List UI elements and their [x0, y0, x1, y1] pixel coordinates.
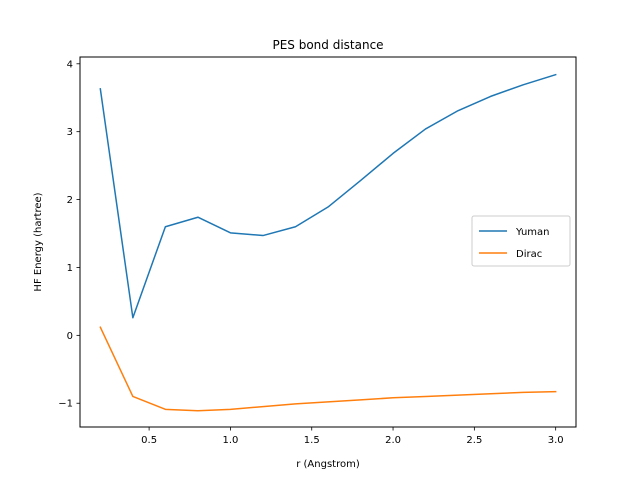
x-axis-label: r (Angstrom): [296, 459, 360, 470]
y-tick-label: 3: [67, 127, 73, 138]
series-layer: [99, 73, 557, 412]
y-tick-label: 4: [67, 59, 73, 70]
y-tick-label: 0: [67, 331, 73, 342]
series-line-dirac: [99, 326, 557, 412]
x-tick-label: 2.0: [385, 435, 401, 446]
legend: Yuman Dirac: [471, 215, 571, 267]
legend-label-dirac: Dirac: [516, 249, 542, 260]
y-tick-label: 1: [67, 263, 73, 274]
y-tick-label: −1: [58, 399, 73, 410]
axes-frame: [79, 56, 577, 428]
y-ticks: −1 0 1 2 3 4: [58, 59, 80, 410]
x-ticks: 0.5 1.0 1.5 2.0 2.5 3.0: [141, 427, 564, 446]
series-line-yuman: [99, 73, 557, 319]
x-tick-label: 1.5: [304, 435, 320, 446]
x-tick-label: 1.0: [222, 435, 238, 446]
y-axis-label: HF Energy (hartree): [33, 192, 44, 291]
x-tick-label: 2.5: [466, 435, 482, 446]
chart-title: PES bond distance: [272, 38, 383, 52]
y-tick-label: 2: [67, 195, 73, 206]
legend-label-yuman: Yuman: [515, 227, 550, 238]
x-tick-label: 3.0: [548, 435, 564, 446]
x-tick-label: 0.5: [141, 435, 157, 446]
